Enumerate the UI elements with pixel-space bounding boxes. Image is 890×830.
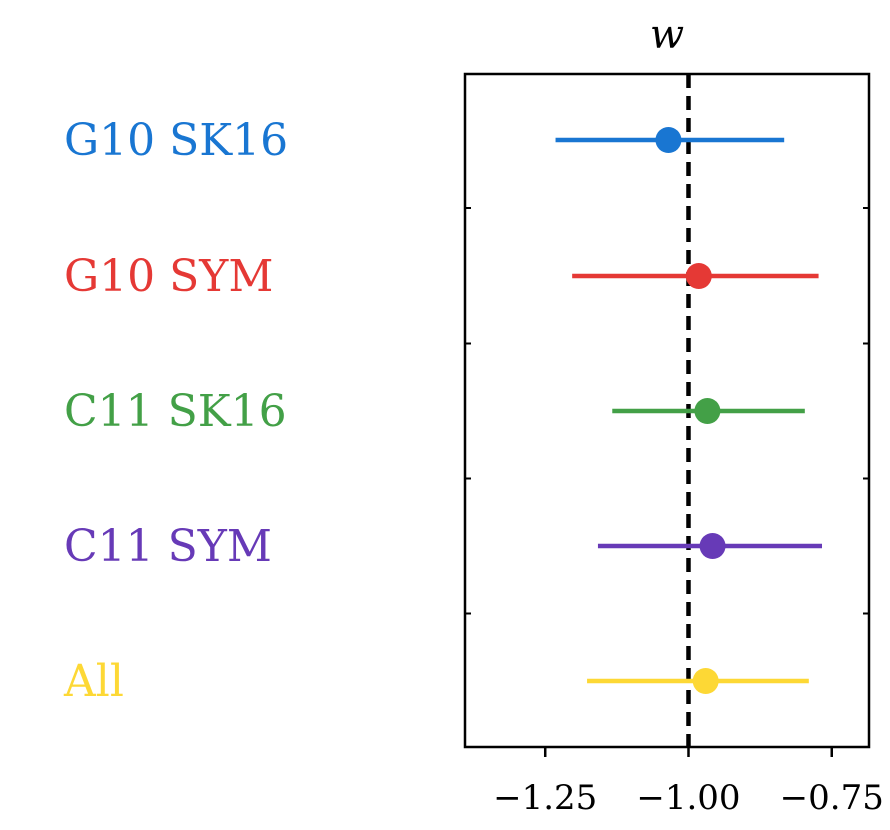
series-label: All bbox=[63, 656, 124, 707]
series-label: G10 SYM bbox=[64, 251, 273, 302]
x-tick-label: −0.75 bbox=[780, 778, 884, 818]
x-axis: −1.25 −1.00 −0.75 bbox=[465, 207, 884, 818]
data-point bbox=[694, 398, 721, 424]
series-labels: G10 SK16 G10 SYM C11 SK16 C11 SYM All bbox=[63, 115, 288, 707]
plot-frame bbox=[463, 72, 871, 749]
chart-title: w bbox=[650, 12, 684, 58]
series-label: G10 SK16 bbox=[64, 115, 288, 166]
series-label: C11 SK16 bbox=[64, 386, 287, 437]
x-tick-label: −1.00 bbox=[636, 778, 740, 818]
plot-area bbox=[555, 74, 823, 747]
x-tick-label: −1.25 bbox=[493, 778, 597, 818]
series-label: C11 SYM bbox=[64, 521, 272, 572]
data-point bbox=[685, 263, 712, 289]
data-point bbox=[699, 533, 726, 559]
data-point bbox=[692, 668, 719, 694]
data-point bbox=[655, 127, 682, 153]
